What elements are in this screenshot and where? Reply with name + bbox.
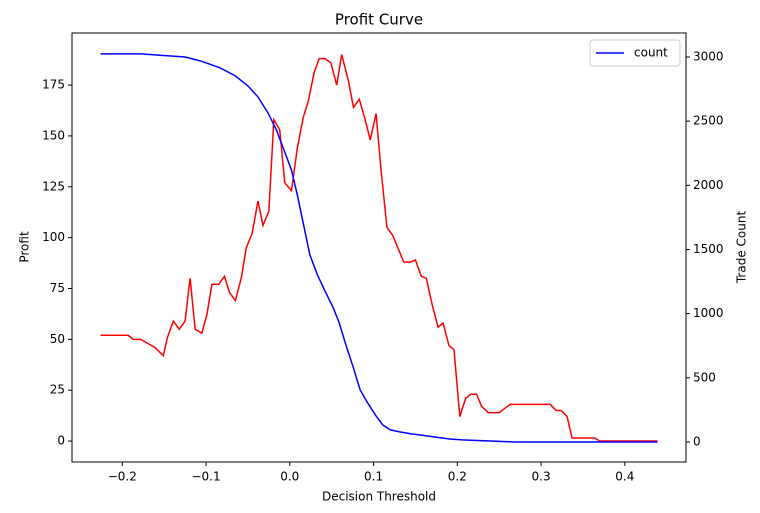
data-line: [100, 54, 658, 442]
y2-axis-label: Trade Count: [735, 211, 749, 285]
y2-tick-label: 500: [693, 370, 716, 384]
x-tick-label: −0.1: [191, 470, 220, 484]
data-line: [100, 53, 658, 443]
x-tick-label: 0.2: [448, 470, 467, 484]
x-tick-label: 0.4: [615, 470, 634, 484]
legend-label: count: [634, 46, 668, 60]
y-tick-label: 0: [57, 434, 65, 448]
y-tick-label: 100: [42, 230, 65, 244]
x-axis-label: Decision Threshold: [322, 490, 436, 504]
y2-tick-label: 2500: [693, 114, 724, 128]
y2-tick-label: 2000: [693, 178, 724, 192]
x-tick-label: −0.2: [108, 470, 137, 484]
y-tick-label: 75: [50, 281, 65, 295]
chart-title: Profit Curve: [335, 11, 423, 29]
y-tick-label: 50: [50, 332, 65, 346]
y-tick-label: 125: [42, 179, 65, 193]
y-tick-label: 150: [42, 128, 65, 142]
y-tick-label: 25: [50, 383, 65, 397]
y-tick-label: 175: [42, 78, 65, 92]
y2-tick-label: 0: [693, 434, 701, 448]
y-axis-label: Profit: [18, 231, 32, 263]
y2-tick-label: 1000: [693, 306, 724, 320]
legend-box: [589, 39, 681, 67]
y2-tick-label: 1500: [693, 242, 724, 256]
x-tick-label: 0.3: [532, 470, 551, 484]
x-tick-label: 0.1: [364, 470, 383, 484]
y2-tick-label: 3000: [693, 49, 724, 63]
plot-frame: [71, 32, 687, 463]
x-tick-label: 0.0: [280, 470, 299, 484]
